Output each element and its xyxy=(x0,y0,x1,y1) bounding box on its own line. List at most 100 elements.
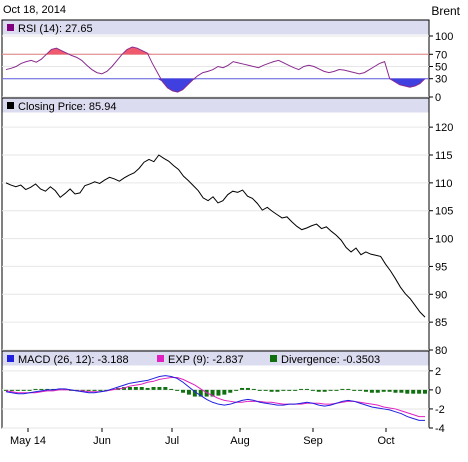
rsi-tick-label: 100 xyxy=(435,31,453,43)
price-tick-label: 80 xyxy=(435,345,447,357)
macd-line xyxy=(5,375,425,421)
divergence-bar xyxy=(346,388,351,390)
divergence-bar xyxy=(375,389,380,393)
divergence-bar xyxy=(328,389,333,391)
price-legend-swatch xyxy=(7,102,14,109)
x-axis-label: Jul xyxy=(165,435,179,447)
x-axis-label: May 14 xyxy=(10,435,46,447)
rsi-legend-bar xyxy=(2,20,429,35)
divergence-bar xyxy=(157,387,162,390)
divergence-bar xyxy=(269,389,274,392)
divergence-bar xyxy=(127,387,132,390)
price-tick-label: 115 xyxy=(435,150,453,162)
divergence-bar xyxy=(198,389,203,397)
divergence-bar xyxy=(216,389,221,396)
divergence-bar xyxy=(27,389,32,391)
price-tick-label: 105 xyxy=(435,206,453,218)
divergence-bar xyxy=(9,389,14,391)
divergence-bar xyxy=(39,388,44,390)
macd-legend-swatch xyxy=(7,355,14,362)
divergence-bar xyxy=(423,389,427,394)
divergence-bar xyxy=(304,388,309,390)
divergence-bar xyxy=(417,389,422,394)
divergence-bar xyxy=(293,389,298,391)
macd-legend-swatch xyxy=(157,355,164,362)
divergence-bar xyxy=(228,389,233,393)
divergence-bar xyxy=(363,389,368,392)
price-tick-label: 120 xyxy=(435,122,453,134)
divergence-bar xyxy=(210,389,215,397)
x-axis-label: Aug xyxy=(230,435,250,447)
divergence-bar xyxy=(334,389,339,391)
macd-tick-label: -4 xyxy=(435,423,445,435)
macd-legend-swatch xyxy=(270,355,277,362)
rsi-tick-label: 50 xyxy=(435,62,447,74)
divergence-bar xyxy=(21,389,26,391)
divergence-bar xyxy=(251,388,256,390)
macd-tick-label: 0 xyxy=(435,385,441,397)
divergence-bar xyxy=(340,388,345,390)
rsi-tick-label: 70 xyxy=(435,49,447,61)
divergence-bar xyxy=(169,388,174,390)
divergence-bar xyxy=(358,389,363,391)
divergence-bar xyxy=(316,389,321,392)
divergence-bar xyxy=(393,389,398,393)
divergence-bar xyxy=(352,389,357,391)
divergence-bar xyxy=(98,389,103,391)
price-tick-label: 110 xyxy=(435,178,453,190)
price-tick-label: 85 xyxy=(435,317,447,329)
divergence-bar xyxy=(151,387,156,390)
divergence-bar xyxy=(281,389,286,391)
x-axis-label: Jun xyxy=(93,435,111,447)
divergence-bar xyxy=(163,387,168,390)
divergence-bar xyxy=(145,387,150,390)
macd-tick-label: -2 xyxy=(435,404,445,416)
divergence-bar xyxy=(234,389,239,391)
rsi-legend-swatch xyxy=(7,24,14,31)
price-panel-frame xyxy=(1,97,430,351)
divergence-bar xyxy=(133,387,138,390)
divergence-bar xyxy=(399,389,404,393)
divergence-bar xyxy=(310,389,315,391)
x-axis-label: Sep xyxy=(303,435,323,447)
divergence-bar xyxy=(15,389,20,391)
divergence-bar xyxy=(4,389,8,391)
chart-date: Oct 18, 2014 xyxy=(3,4,66,16)
macd-legend-label: EXP (9): -2.837 xyxy=(168,354,244,366)
divergence-bar xyxy=(139,387,144,390)
macd-legend-label: MACD (26, 12): -3.188 xyxy=(18,354,129,366)
price-tick-label: 95 xyxy=(435,261,447,273)
divergence-bar xyxy=(405,389,410,394)
divergence-bar xyxy=(192,389,197,397)
divergence-bar xyxy=(86,389,91,391)
x-axis-label: Oct xyxy=(377,435,394,447)
divergence-bar xyxy=(411,389,416,394)
price-legend-label: Closing Price: 85.94 xyxy=(18,101,116,113)
divergence-bar xyxy=(245,387,250,390)
rsi-tick-label: 0 xyxy=(435,92,441,104)
divergence-bar xyxy=(240,387,245,390)
divergence-bar xyxy=(175,389,180,391)
divergence-bar xyxy=(387,389,392,392)
closing-price-line xyxy=(5,154,426,318)
divergence-bar xyxy=(33,388,38,390)
divergence-bar xyxy=(263,389,268,391)
price-tick-label: 100 xyxy=(435,234,453,246)
rsi-overbought-fill xyxy=(6,46,425,55)
divergence-bar xyxy=(257,389,262,391)
macd-tick-label: 2 xyxy=(435,366,441,378)
symbol-label: Brent xyxy=(431,4,460,18)
macd-legend-label: Divergence: -0.3503 xyxy=(281,354,380,366)
macd-legend-bar xyxy=(2,351,429,366)
divergence-bar xyxy=(299,388,304,390)
rsi-legend-label: RSI (14): 27.65 xyxy=(18,23,93,35)
divergence-bar xyxy=(369,389,374,393)
rsi-line xyxy=(5,46,426,93)
rsi-tick-label: 30 xyxy=(435,74,447,86)
divergence-bar xyxy=(222,389,227,395)
divergence-bar xyxy=(287,389,292,391)
divergence-bar xyxy=(181,389,186,393)
divergence-bar xyxy=(275,389,280,392)
divergence-bar xyxy=(186,389,191,395)
